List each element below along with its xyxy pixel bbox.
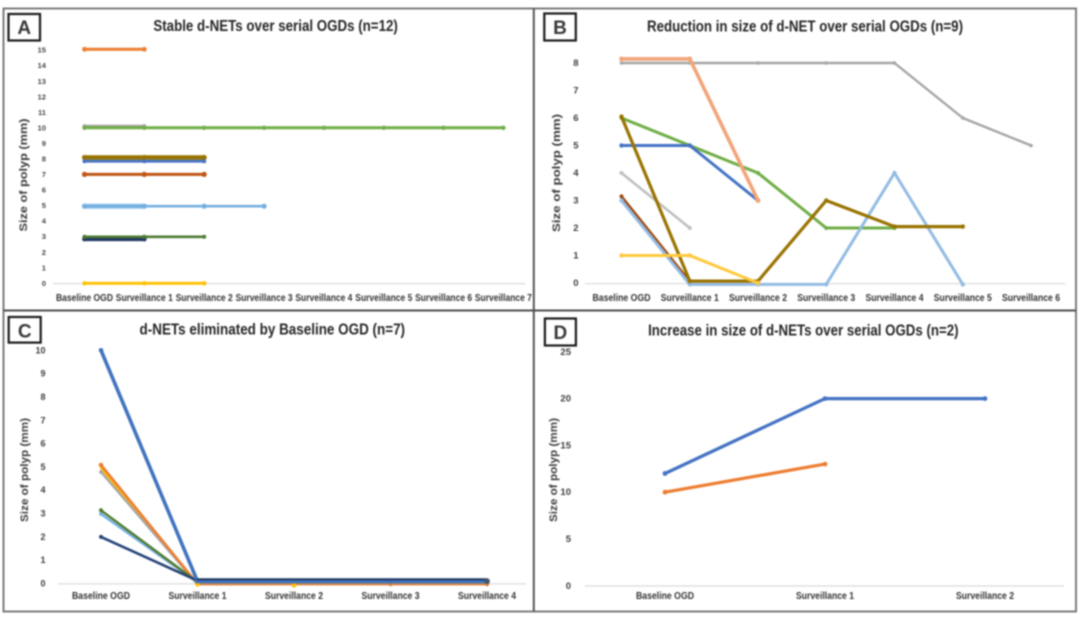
svg-text:15: 15 <box>38 46 47 55</box>
svg-text:Surveillance 2: Surveillance 2 <box>265 590 323 602</box>
svg-text:Surveillance 1: Surveillance 1 <box>169 590 227 602</box>
svg-text:Surveillance 4: Surveillance 4 <box>295 292 352 304</box>
svg-text:A: A <box>17 18 31 39</box>
svg-text:7: 7 <box>42 170 46 179</box>
svg-text:20: 20 <box>560 394 571 405</box>
svg-text:Increase in size of d-NETs ove: Increase in size of d-NETs over serial O… <box>648 323 958 340</box>
svg-text:2: 2 <box>42 248 46 257</box>
svg-text:Surveillance 1: Surveillance 1 <box>796 590 854 602</box>
svg-text:Baseline OGD: Baseline OGD <box>72 590 130 602</box>
svg-text:4: 4 <box>40 485 45 495</box>
svg-text:6: 6 <box>40 439 45 449</box>
svg-text:Surveillance 5: Surveillance 5 <box>355 292 412 304</box>
svg-text:Size of polyp (mm): Size of polyp (mm) <box>19 418 31 522</box>
svg-text:7: 7 <box>573 86 578 97</box>
svg-text:0: 0 <box>40 579 45 589</box>
svg-text:13: 13 <box>38 77 46 86</box>
svg-text:3: 3 <box>573 196 578 207</box>
svg-text:Surveillance 3: Surveillance 3 <box>797 292 855 304</box>
svg-text:Surveillance 2: Surveillance 2 <box>729 292 787 304</box>
svg-text:Surveillance 2: Surveillance 2 <box>176 292 233 304</box>
svg-text:Surveillance 6: Surveillance 6 <box>415 292 472 304</box>
svg-text:0: 0 <box>573 278 578 289</box>
svg-text:Size of polyp (mm): Size of polyp (mm) <box>18 118 30 231</box>
svg-text:9: 9 <box>40 369 45 379</box>
svg-text:6: 6 <box>42 186 46 195</box>
svg-text:9: 9 <box>42 139 46 148</box>
svg-text:7: 7 <box>40 415 45 425</box>
svg-text:Surveillance 1: Surveillance 1 <box>116 292 173 304</box>
svg-text:4: 4 <box>42 217 47 226</box>
svg-text:14: 14 <box>38 61 47 70</box>
svg-text:Surveillance 5: Surveillance 5 <box>934 292 992 304</box>
svg-text:2: 2 <box>573 223 578 234</box>
svg-text:0: 0 <box>42 279 46 288</box>
svg-text:d-NETs eliminated by Baseline: d-NETs eliminated by Baseline OGD (n=7) <box>140 322 406 339</box>
svg-text:6: 6 <box>573 113 578 124</box>
svg-text:Stable d-NETs over serial OGDs: Stable d-NETs over serial OGDs (n=12) <box>153 18 398 35</box>
svg-text:12: 12 <box>38 92 46 101</box>
svg-text:2: 2 <box>40 532 45 542</box>
svg-text:5: 5 <box>566 534 572 545</box>
svg-text:8: 8 <box>573 58 578 69</box>
svg-text:Surveillance 6: Surveillance 6 <box>1002 292 1060 304</box>
svg-text:8: 8 <box>42 155 46 164</box>
svg-text:Baseline OGD: Baseline OGD <box>636 590 694 602</box>
svg-text:C: C <box>18 321 32 342</box>
svg-text:8: 8 <box>40 392 45 402</box>
svg-text:10: 10 <box>38 123 46 132</box>
svg-text:Surveillance 2: Surveillance 2 <box>956 590 1014 602</box>
svg-text:Surveillance 1: Surveillance 1 <box>661 292 719 304</box>
svg-text:15: 15 <box>560 440 571 451</box>
svg-text:1: 1 <box>573 251 579 262</box>
svg-text:Surveillance 7: Surveillance 7 <box>475 292 532 304</box>
svg-text:Surveillance 3: Surveillance 3 <box>236 292 293 304</box>
svg-text:5: 5 <box>42 201 47 210</box>
svg-text:Reduction in size of d-NET ove: Reduction in size of d-NET over serial O… <box>647 19 963 36</box>
svg-text:Surveillance 3: Surveillance 3 <box>362 590 420 602</box>
svg-text:Surveillance 4: Surveillance 4 <box>458 590 516 602</box>
svg-text:5: 5 <box>573 141 579 152</box>
svg-text:3: 3 <box>42 232 46 241</box>
svg-text:1: 1 <box>40 555 45 565</box>
svg-text:1: 1 <box>42 263 47 272</box>
svg-text:D: D <box>554 323 568 344</box>
svg-text:Size of polyp (mm): Size of polyp (mm) <box>548 418 560 522</box>
svg-text:11: 11 <box>38 108 47 117</box>
svg-text:10: 10 <box>35 345 45 355</box>
svg-text:5: 5 <box>40 462 45 472</box>
svg-text:4: 4 <box>573 168 579 179</box>
svg-text:B: B <box>553 18 567 39</box>
svg-text:3: 3 <box>40 509 45 519</box>
svg-text:10: 10 <box>560 487 571 498</box>
svg-text:25: 25 <box>560 347 571 358</box>
svg-text:Surveillance 4: Surveillance 4 <box>866 292 924 304</box>
svg-text:Baseline OGD: Baseline OGD <box>56 292 113 304</box>
svg-text:Baseline OGD: Baseline OGD <box>593 292 651 304</box>
svg-text:0: 0 <box>566 581 571 592</box>
svg-text:Size of polyp (mm): Size of polyp (mm) <box>551 114 563 232</box>
